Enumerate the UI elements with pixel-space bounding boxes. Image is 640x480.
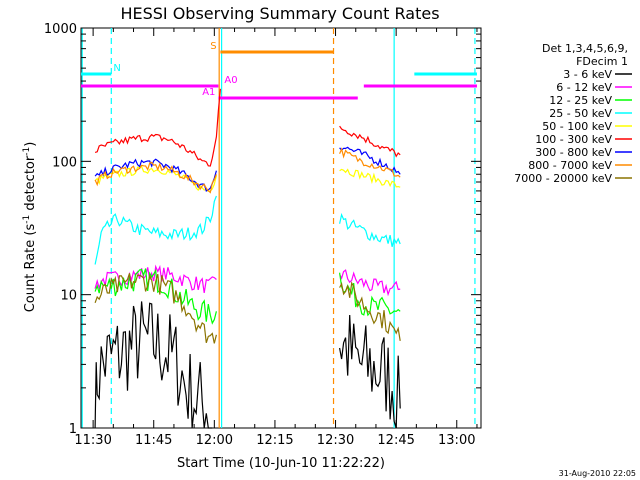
legend-label-2: 12 - 25 keV [549,94,612,107]
legend-label-3: 25 - 50 keV [549,107,612,120]
plot-frame [80,27,482,429]
footer-timestamp: 31-Aug-2010 22:05 [559,469,636,478]
x-tick-label-3: 12:15 [256,433,293,448]
legend-header-0: Det 1,3,4,5,6,9, [542,42,628,55]
flag-label-A1: A1 [202,87,215,98]
series-line-8-1 [339,281,401,341]
x-tick-label-5: 12:45 [377,433,414,448]
legend-label-1: 6 - 12 keV [556,81,612,94]
series-line-7-0 [94,161,217,194]
legend-label-5: 100 - 300 keV [535,133,612,146]
series-line-0-0 [94,301,213,429]
flag-label-A0: A0 [224,75,237,86]
legend-label-7: 800 - 7000 keV [528,159,612,172]
y-tick-label-1: 10 [60,289,77,304]
y-tick-label-3: 1000 [44,22,77,37]
y-axis-label: Count Rate (s-1 detector-1) [22,142,38,313]
flag-label-N: N [113,63,120,74]
series-line-8-0 [94,273,217,344]
legend-label-6: 300 - 800 keV [535,146,612,159]
series-line-2-0 [94,268,217,325]
series-line-5-1 [339,125,401,158]
series-line-6-0 [94,158,217,192]
legend-header-1: FDecim 1 [576,55,628,68]
series-line-0-1 [339,314,401,429]
legend-label-0: 3 - 6 keV [563,68,612,81]
series-line-5-0 [94,88,221,167]
chart-title: HESSI Observing Summary Count Rates [120,4,439,23]
y-tick-label-0: 1 [69,422,77,437]
series-line-7-1 [339,147,401,178]
legend-label-4: 50 - 100 keV [542,120,612,133]
x-tick-label-1: 11:45 [135,433,172,448]
legend-label-8: 7000 - 20000 keV [514,172,612,185]
x-tick-label-6: 13:00 [438,433,475,448]
series-line-3-1 [339,212,401,247]
series-line-4-1 [339,168,401,188]
series-line-1-1 [339,269,401,297]
flag-label-S: S [210,41,216,52]
y-tick-label-2: 100 [52,155,77,170]
x-tick-label-2: 12:00 [196,433,233,448]
series-line-1-0 [94,264,217,293]
x-tick-label-0: 11:30 [74,433,111,448]
x-tick-label-4: 12:30 [317,433,354,448]
x-axis-label: Start Time (10-Jun-10 11:22:22) [177,456,385,471]
series-line-3-0 [94,195,217,265]
